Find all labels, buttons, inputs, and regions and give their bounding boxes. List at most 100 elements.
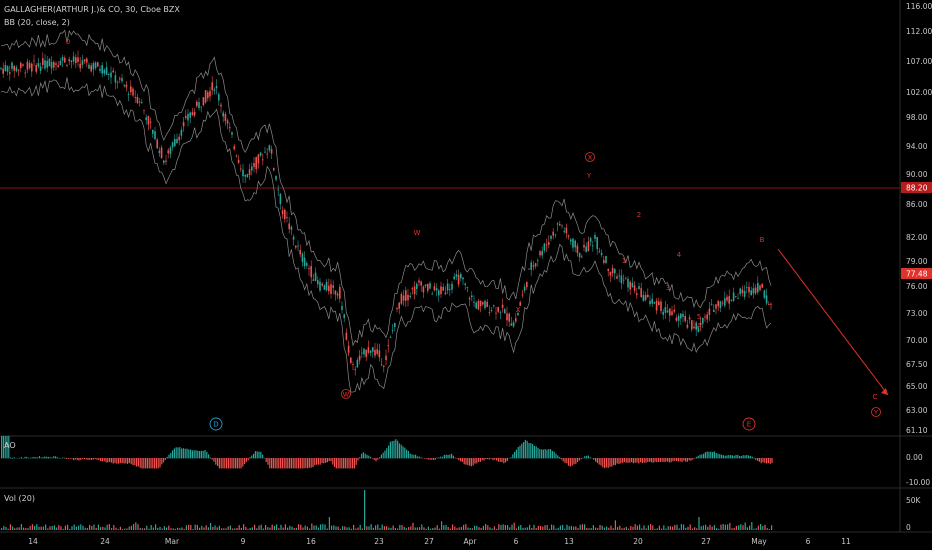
candle-body xyxy=(2,68,4,74)
volume-axis[interactable]: 50K 0 xyxy=(906,496,922,532)
price-pane[interactable] xyxy=(0,29,900,396)
volume-bar xyxy=(771,525,773,530)
volume-legend[interactable]: Vol (20) xyxy=(4,494,35,503)
volume-bar xyxy=(7,528,9,530)
ao-bar xyxy=(35,457,37,459)
candle-body xyxy=(517,312,519,316)
volume-bar xyxy=(185,525,187,530)
time-label: 6 xyxy=(514,537,519,546)
wave-label: 0 xyxy=(66,38,70,46)
ao-bar xyxy=(204,449,206,459)
ao-bar xyxy=(11,458,13,459)
ao-bar xyxy=(193,450,195,459)
candle-body xyxy=(433,286,436,291)
ao-bar xyxy=(269,458,271,469)
ao-bar xyxy=(755,458,757,460)
volume-bar xyxy=(295,527,297,530)
volume-bar xyxy=(535,528,537,530)
candle-body xyxy=(64,57,66,63)
price-axis[interactable]: 116.00 112.00 107.00 102.00 98.00 94.00 … xyxy=(906,2,932,435)
ao-bar xyxy=(107,458,109,463)
ao-bar xyxy=(353,458,355,469)
projection-line[interactable] xyxy=(777,248,889,396)
price-tick: 90.00 xyxy=(906,170,928,179)
volume-bar xyxy=(511,524,513,530)
volume-bar xyxy=(665,528,667,530)
time-axis[interactable]: 14 24 Mar 9 16 23 27 Apr 6 13 20 27 May … xyxy=(28,537,851,546)
volume-bar xyxy=(141,528,143,530)
candle-body xyxy=(31,63,33,72)
volume-bar xyxy=(628,528,630,530)
volume-bar xyxy=(372,527,374,530)
volume-bar xyxy=(401,525,403,530)
volume-bar xyxy=(612,528,614,530)
candle-body xyxy=(114,75,117,83)
volume-bar xyxy=(509,527,511,530)
volume-bar xyxy=(269,527,271,530)
candle-body xyxy=(154,131,156,140)
ao-bar xyxy=(415,454,417,459)
wave-label: 4 xyxy=(677,251,682,259)
bb-legend[interactable]: BB (20, close, 2) xyxy=(4,18,70,27)
degree-circle xyxy=(209,417,223,431)
volume-bar xyxy=(698,517,700,530)
ao-bar xyxy=(636,458,638,463)
volume-bar xyxy=(658,525,660,530)
ao-bar xyxy=(211,458,213,460)
price-tick: 70.00 xyxy=(906,336,928,345)
ao-bar xyxy=(213,458,215,462)
volume-bar xyxy=(124,528,126,530)
volume-bar xyxy=(188,524,190,530)
ao-bar xyxy=(238,458,240,469)
volume-bar xyxy=(315,525,317,530)
volume-bar xyxy=(388,527,390,530)
candle-body xyxy=(398,302,400,309)
candle-body xyxy=(141,102,143,104)
ao-bar xyxy=(458,458,460,461)
ao-bar xyxy=(335,458,337,469)
candle-body xyxy=(418,280,420,283)
volume-bar xyxy=(350,528,352,530)
ao-bar xyxy=(188,449,190,459)
volume-bar xyxy=(346,527,348,530)
ao-bar xyxy=(274,458,276,469)
ao-bar xyxy=(532,444,534,459)
volume-bar xyxy=(454,526,456,530)
ao-bar xyxy=(568,458,570,466)
volume-bar xyxy=(408,527,410,530)
candle-body xyxy=(405,290,407,301)
volume-bar xyxy=(207,527,209,530)
candle-body xyxy=(262,159,264,161)
volume-bar xyxy=(42,526,44,530)
volume-bar xyxy=(579,524,581,530)
volume-bar xyxy=(229,525,231,530)
candle-body xyxy=(589,237,592,242)
degree-circle xyxy=(742,417,756,431)
volume-bar xyxy=(247,528,249,530)
candle-body xyxy=(209,90,211,97)
ao-bar xyxy=(553,451,555,459)
ao-bar xyxy=(148,458,150,469)
ao-bar xyxy=(112,458,114,464)
ao-axis[interactable]: 0.00 -10.00 xyxy=(906,453,930,487)
ao-bar xyxy=(461,458,463,462)
candle-body xyxy=(211,82,213,91)
volume-bar xyxy=(713,525,715,530)
candle-body xyxy=(22,64,24,66)
ao-bar xyxy=(512,454,514,459)
ao-bar xyxy=(382,452,384,459)
candle-body xyxy=(506,313,508,321)
ao-bar xyxy=(721,454,723,459)
volume-bar xyxy=(152,527,154,530)
candle-body xyxy=(400,293,403,304)
candle-body xyxy=(44,60,46,69)
symbol-legend[interactable]: GALLAGHER(ARTHUR J.)& CO, 30, Cboe BZX xyxy=(4,5,180,14)
price-tick: 98.00 xyxy=(906,113,928,122)
ao-bar xyxy=(258,451,260,459)
candle-body xyxy=(394,322,396,328)
volume-bar xyxy=(603,527,605,530)
ao-legend[interactable]: AO xyxy=(4,441,16,450)
volume-bar xyxy=(639,524,641,530)
volume-bar xyxy=(562,524,564,530)
